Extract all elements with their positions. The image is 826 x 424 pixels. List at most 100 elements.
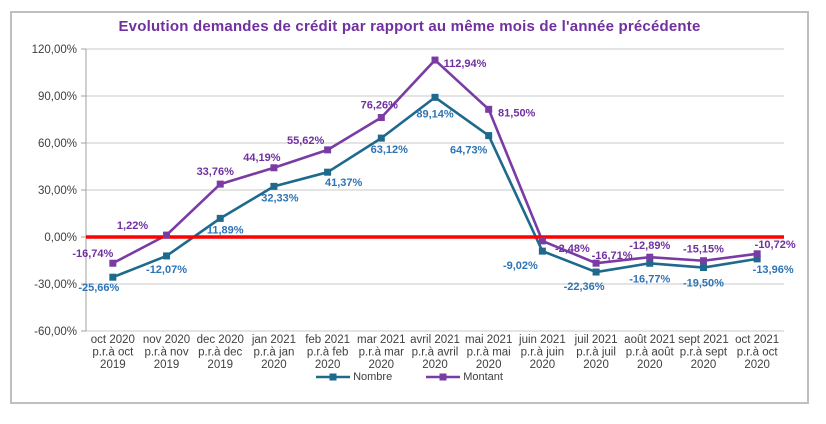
data-label-nombre: 63,12% (371, 144, 409, 156)
x-tick-label: oct 2020 (91, 334, 135, 346)
x-tick-label: 2020 (315, 359, 341, 371)
x-tick-label: 2020 (422, 359, 448, 371)
data-label-montant: 76,26% (361, 100, 399, 112)
x-tick-label: p.r.à jan (253, 347, 294, 359)
legend-label: Montant (463, 371, 503, 383)
data-point-montant (699, 257, 707, 265)
line-chart-plot: 120,00% 90,00% 60,00% 30,00% 0,00% -30,00% -60… (32, 44, 796, 371)
legend-item-montant: Montant (426, 371, 503, 383)
x-tick-label: 2020 (369, 359, 395, 371)
data-label-nombre: -25,66% (78, 282, 119, 294)
x-tick-label: 2020 (261, 359, 287, 371)
x-tick-label: sept 2021 (678, 334, 729, 346)
y-tick-label: 30,00% (38, 185, 77, 197)
data-point-montant (538, 237, 546, 245)
x-tick-label: p.r.à juin (521, 347, 564, 359)
data-label-nombre: 41,37% (325, 177, 363, 189)
data-label-nombre: 64,73% (450, 145, 488, 157)
data-point-montant (270, 164, 278, 172)
y-tick-label: 60,00% (38, 138, 77, 150)
data-point-nombre (163, 252, 171, 260)
data-point-nombre (646, 259, 654, 267)
x-tick-label: p.r.à avril (412, 347, 459, 359)
x-tick-label: p.r.à août (626, 347, 675, 359)
data-label-nombre: -22,36% (564, 281, 605, 293)
data-point-nombre (270, 182, 278, 190)
data-point-nombre (109, 273, 117, 281)
x-tick-label: p.r.à oct (737, 347, 779, 359)
data-point-nombre (324, 168, 332, 176)
x-tick-label: juil 2021 (574, 334, 618, 346)
chart-title: Evolution demandes de crédit par rapport… (118, 18, 701, 35)
data-point-nombre (485, 132, 493, 140)
data-label-nombre: 89,14% (416, 108, 454, 120)
x-tick-label: p.r.à sept (680, 347, 728, 359)
data-label-montant: 1,22% (117, 220, 148, 232)
data-point-nombre (753, 255, 761, 263)
data-label-nombre: 11,89% (207, 224, 244, 236)
x-tick-label: 2020 (476, 359, 502, 371)
data-label-nombre: -16,77% (629, 273, 670, 285)
legend-marker-icon (316, 373, 351, 381)
data-point-nombre (377, 134, 385, 142)
data-point-montant (431, 56, 439, 64)
data-label-nombre: -12,07% (146, 264, 187, 276)
data-label-montant: -12,89% (629, 240, 670, 252)
data-point-nombre (592, 268, 600, 276)
y-tick-label: -60,00% (34, 326, 77, 338)
x-tick-label: nov 2020 (143, 334, 190, 346)
data-point-montant (109, 259, 117, 267)
x-tick-label: 2019 (207, 359, 233, 371)
data-point-montant (163, 231, 171, 239)
y-tick-label: 120,00% (32, 44, 77, 56)
x-tick-label: p.r.à feb (307, 347, 349, 359)
x-tick-label: août 2021 (624, 334, 675, 346)
data-label-montant: -2,48% (555, 243, 590, 255)
legend-label: Nombre (353, 371, 393, 383)
x-tick-label: 2019 (154, 359, 180, 371)
x-tick-label: 2020 (744, 359, 770, 371)
x-tick-label: p.r.à mai (467, 347, 511, 359)
x-tick-label: mar 2021 (357, 334, 406, 346)
x-tick-label: p.r.à oct (92, 347, 134, 359)
y-tick-label: 90,00% (38, 91, 77, 103)
data-point-nombre (699, 264, 707, 272)
legend-item-nombre: Nombre (316, 371, 392, 383)
x-tick-label: 2020 (583, 359, 609, 371)
data-label-montant: -16,71% (592, 250, 633, 262)
data-label-nombre: 32,33% (261, 192, 299, 204)
data-point-nombre (431, 93, 439, 101)
data-label-nombre: -9,02% (503, 260, 538, 272)
data-point-montant (592, 259, 600, 267)
chart-frame: Evolution demandes de crédit par rapport… (10, 11, 809, 404)
data-point-montant (216, 180, 224, 188)
x-tick-label: p.r.à dec (198, 347, 242, 359)
x-tick-label: juin 2021 (518, 334, 566, 346)
data-label-nombre: -13,96% (753, 264, 794, 276)
data-point-montant (377, 114, 385, 122)
data-label-montant: -16,74% (72, 248, 113, 260)
x-tick-label: dec 2020 (197, 334, 244, 346)
x-tick-label: 2019 (100, 359, 126, 371)
y-tick-label: 0,00% (44, 232, 77, 244)
data-label-montant: 33,76% (197, 166, 235, 178)
data-point-montant (646, 253, 654, 261)
x-tick-label: 2020 (691, 359, 717, 371)
x-tick-label: p.r.à juil (576, 347, 616, 359)
x-tick-label: mai 2021 (465, 334, 512, 346)
data-label-montant: 112,94% (444, 58, 487, 70)
data-label-montant: 44,19% (243, 152, 281, 164)
x-tick-label: p.r.à nov (144, 347, 188, 359)
x-tick-label: avril 2021 (410, 334, 460, 346)
data-label-montant: -10,72% (755, 239, 796, 251)
x-tick-label: jan 2021 (251, 334, 296, 346)
data-label-nombre: -19,50% (683, 278, 724, 290)
data-label-montant: 81,50% (498, 107, 536, 119)
y-tick-label: -30,00% (34, 279, 77, 291)
x-tick-label: feb 2021 (305, 334, 350, 346)
x-tick-label: p.r.à mar (359, 347, 405, 359)
data-point-montant (485, 105, 493, 113)
data-label-montant: 55,62% (287, 135, 325, 147)
chart-legend: Nombre Montant (12, 371, 807, 383)
data-label-montant: -15,15% (683, 244, 724, 256)
